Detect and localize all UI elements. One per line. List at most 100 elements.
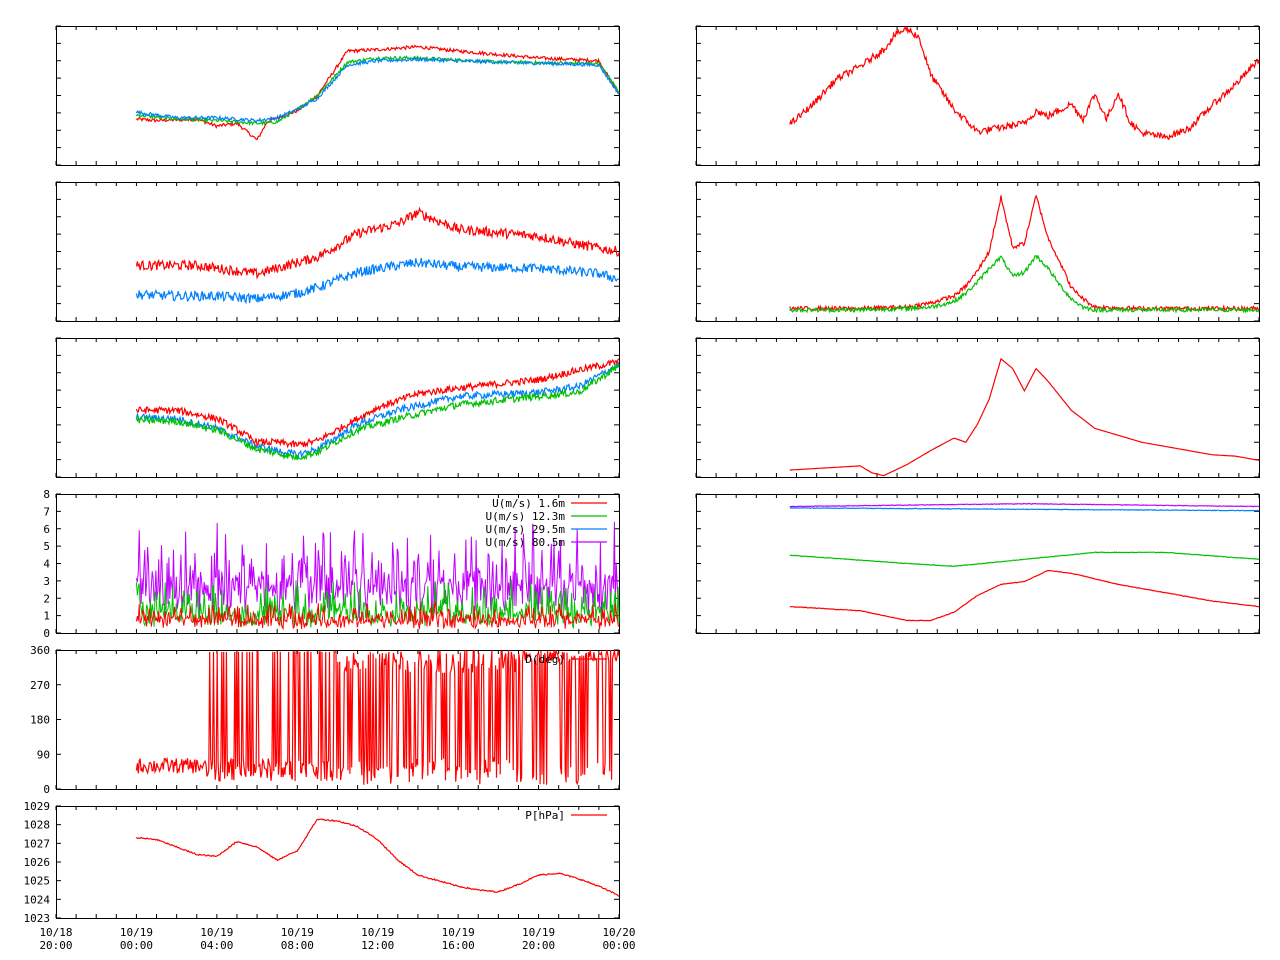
panel-l3 (55, 337, 620, 478)
plot-frame (56, 26, 620, 166)
y-tick-label: 1026 (24, 856, 51, 869)
y-tick-label: 1025 (24, 875, 51, 888)
plot-frame (56, 338, 620, 478)
series-group (135, 358, 620, 461)
y-tick-label: 7 (43, 505, 50, 518)
y-tick-label: 90 (37, 748, 50, 761)
y-tick-label: 0 (43, 783, 50, 796)
plot-frame (696, 494, 1260, 634)
panel-l6: 1023 1024 1025 1026 1027 1028 1029 P[hPa] (24, 800, 620, 925)
time-tick-time: 12:00 (361, 939, 394, 952)
y-tick-label: 360 (30, 644, 50, 657)
time-tick-date: 10/19 (442, 926, 475, 939)
series-line-red (135, 358, 620, 449)
series-line-red (789, 357, 1260, 477)
plot-frame (696, 182, 1260, 322)
time-tick-date: 10/20 (602, 926, 635, 939)
time-tick-date: 10/19 (200, 926, 233, 939)
legend-label: U(m/s) 12.3m (486, 510, 566, 523)
series-group (789, 194, 1260, 314)
panel-l2 (55, 181, 620, 322)
series-group (789, 357, 1260, 477)
series-line-red (135, 44, 620, 141)
legend: P[hPa] (525, 809, 607, 822)
axis-ticks (695, 493, 1260, 634)
panel-r3 (695, 337, 1260, 478)
panel-r1 (695, 25, 1260, 166)
axis-ticks (55, 337, 620, 478)
y-tick-label: 5 (43, 540, 50, 553)
plot-frame (696, 26, 1260, 166)
series-line-purple (789, 502, 1260, 508)
panel-l4: 0 1 2 3 4 5 6 7 8 U(m/s) 1.6mU(m/s) 12.3mU(m/s) 2… (43, 488, 620, 640)
y-tick-label: 1029 (24, 800, 51, 813)
y-tick-label: 4 (43, 558, 50, 571)
series-line-green (135, 363, 620, 461)
series-line-blue (789, 507, 1260, 512)
y-tick-label: 2 (43, 592, 50, 605)
series-line-purple (135, 521, 620, 619)
y-tick-label: 1 (43, 610, 50, 623)
series-line-red (789, 26, 1260, 141)
y-tick-label: 3 (43, 575, 50, 588)
y-tick-label: 0 (43, 627, 50, 640)
axis-ticks (55, 25, 620, 166)
time-tick-date: 10/18 (39, 926, 72, 939)
series-group (135, 818, 620, 897)
time-tick-date: 10/19 (522, 926, 555, 939)
series-line-green (789, 551, 1260, 567)
time-tick-date: 10/19 (120, 926, 153, 939)
series-group (135, 206, 620, 305)
chart-panels: 0 1 2 3 4 5 6 7 8 U(m/s) 1.6mU(m/s) 12.3mU(m/s) 2… (24, 25, 1260, 925)
time-tick-date: 10/19 (361, 926, 394, 939)
panel-r4 (695, 493, 1260, 634)
time-tick-date: 10/19 (281, 926, 314, 939)
legend-label: P[hPa] (525, 809, 565, 822)
y-tick-label: 1023 (24, 912, 51, 925)
time-tick-time: 20:00 (39, 939, 72, 952)
y-tick-label: 180 (30, 714, 50, 727)
legend: U(m/s) 1.6mU(m/s) 12.3mU(m/s) 29.5mU(m/s… (486, 497, 607, 549)
series-line-red (135, 818, 620, 897)
axis-ticks (695, 337, 1260, 478)
y-tick-label: 1028 (24, 819, 51, 832)
plot-frame (56, 182, 620, 322)
series-line-red (789, 569, 1260, 622)
series-line-blue (135, 257, 620, 305)
plot-frame (696, 338, 1260, 478)
series-line-blue (135, 56, 620, 123)
y-tick-label: 8 (43, 488, 50, 501)
panel-r2 (695, 181, 1260, 322)
time-tick-time: 00:00 (120, 939, 153, 952)
y-tick-label: 1027 (24, 837, 51, 850)
series-group (135, 650, 620, 786)
axis-ticks: 1023 1024 1025 1026 1027 1028 1029 (24, 800, 620, 925)
series-line-red (135, 601, 620, 631)
time-tick-time: 04:00 (200, 939, 233, 952)
series-group (135, 521, 620, 631)
legend-label: U(m/s) 80.5m (486, 536, 566, 549)
time-tick-time: 08:00 (281, 939, 314, 952)
time-tick-time: 00:00 (602, 939, 635, 952)
series-group (135, 44, 620, 141)
legend-label: D(deg) (525, 653, 565, 666)
series-line-red (135, 650, 620, 786)
series-line-green (789, 254, 1260, 314)
axis-ticks (55, 181, 620, 322)
series-group (789, 26, 1260, 141)
y-tick-label: 6 (43, 523, 50, 536)
y-tick-label: 1024 (24, 893, 51, 906)
time-tick-time: 16:00 (442, 939, 475, 952)
panel-l1 (55, 25, 620, 166)
axis-ticks (695, 25, 1260, 166)
y-tick-label: 270 (30, 679, 50, 692)
plot-frame (56, 806, 620, 919)
legend-label: U(m/s) 29.5m (486, 523, 566, 536)
series-line-red (135, 206, 620, 280)
axis-ticks (695, 181, 1260, 322)
series-group (789, 502, 1260, 622)
time-tick-time: 20:00 (522, 939, 555, 952)
time-axis-labels: 10/1820:0010/1900:0010/1904:0010/1908:00… (39, 926, 635, 952)
legend-label: U(m/s) 1.6m (492, 497, 565, 510)
